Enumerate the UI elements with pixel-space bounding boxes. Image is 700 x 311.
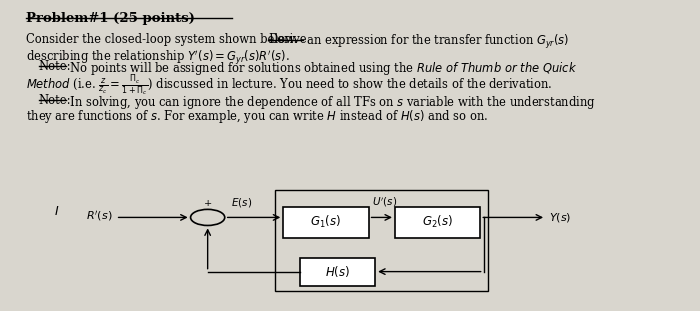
- Text: Derive: Derive: [268, 33, 307, 46]
- Text: $H(s)$: $H(s)$: [325, 264, 350, 279]
- FancyBboxPatch shape: [300, 258, 375, 285]
- Text: $Y(s)$: $Y(s)$: [550, 211, 572, 224]
- Text: $R'(s)$: $R'(s)$: [86, 209, 113, 223]
- Text: $G_1(s)$: $G_1(s)$: [310, 214, 342, 230]
- Text: Note:: Note:: [38, 60, 71, 73]
- FancyBboxPatch shape: [284, 207, 369, 238]
- Text: Consider the closed-loop system shown below.: Consider the closed-loop system shown be…: [26, 33, 301, 46]
- Text: +: +: [204, 199, 212, 208]
- Text: −: −: [178, 215, 188, 224]
- Text: describing the relationship $Y'(s) = G_{yr}(s)R'(s)$.: describing the relationship $Y'(s) = G_{…: [26, 48, 290, 67]
- Text: Problem#1 (25 points): Problem#1 (25 points): [26, 12, 195, 25]
- Text: $G_2(s)$: $G_2(s)$: [422, 214, 453, 230]
- Text: $U'(s)$: $U'(s)$: [372, 195, 397, 209]
- Text: Note:: Note:: [38, 94, 71, 107]
- Text: they are functions of $s$. For example, you can write $H$ instead of $H(s)$ and : they are functions of $s$. For example, …: [26, 108, 488, 124]
- Text: $\mathit{Method}$ (i.e. $\frac{z}{z_c} = \frac{\Pi_c}{1+\Pi_c}$) discussed in le: $\mathit{Method}$ (i.e. $\frac{z}{z_c} =…: [26, 73, 552, 98]
- Text: $I$: $I$: [54, 205, 60, 218]
- Text: $E(s)$: $E(s)$: [231, 196, 253, 209]
- Text: No points will be assigned for solutions obtained using the $\mathit{Rule\ of\ T: No points will be assigned for solutions…: [66, 60, 578, 77]
- Text: an expression for the transfer function $G_{yr}(s)$: an expression for the transfer function …: [303, 33, 569, 51]
- FancyBboxPatch shape: [395, 207, 480, 238]
- Text: In solving, you can ignore the dependence of all TFs on $s$ variable with the un: In solving, you can ignore the dependenc…: [66, 94, 596, 111]
